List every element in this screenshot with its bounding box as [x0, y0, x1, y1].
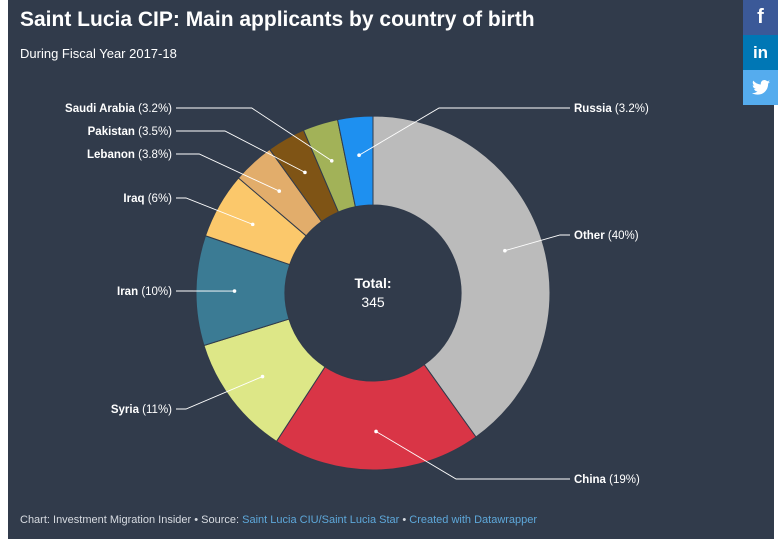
slice-other[interactable]	[372, 115, 551, 438]
slice-label-iraq: Iraq (6%)	[123, 193, 172, 205]
slice-label-russia: Russia (3.2%)	[574, 103, 649, 115]
slice-label-lebanon: Lebanon (3.8%)	[87, 149, 172, 161]
slice-label-pakistan: Pakistan (3.5%)	[88, 126, 173, 138]
leader-line-other	[504, 234, 570, 252]
footer-separator: •	[194, 514, 199, 526]
leader-dot-lebanon	[277, 189, 282, 193]
leader-line-syria	[176, 376, 263, 410]
twitter-icon	[751, 80, 770, 95]
leader-line-iraq	[176, 197, 253, 225]
leader-line-china	[375, 431, 570, 480]
linkedin-share-button[interactable]: in	[743, 35, 778, 70]
facebook-icon: f	[757, 6, 764, 28]
source-link[interactable]: Saint Lucia CIU/Saint Lucia Star	[242, 514, 400, 526]
slice-label-saudi-arabia: Saudi Arabia (3.2%)	[65, 103, 172, 115]
slice-russia[interactable]	[336, 115, 374, 208]
leader-dot-russia	[357, 153, 361, 158]
chart-subtitle: During Fiscal Year 2017-18	[20, 46, 177, 61]
leader-line-saudi-arabia	[176, 107, 332, 162]
twitter-share-button[interactable]	[743, 70, 778, 105]
leader-dot-china	[374, 429, 378, 434]
slice-label-syria: Syria (11%)	[111, 404, 172, 416]
chart-credit: Chart: Investment Migration Insider	[20, 514, 192, 526]
slice-china[interactable]	[275, 363, 477, 471]
donut-chart: Other (40%) China (19%) Syria (11%) Iran (1…	[65, 103, 649, 486]
leader-dot-iraq	[250, 222, 255, 227]
chart-title: Saint Lucia CIP: Main applicants by coun…	[20, 8, 535, 31]
chart-card: Saint Lucia CIP: Main applicants by coun…	[8, 0, 774, 539]
leader-dot-iran	[232, 289, 237, 293]
footer-separator: •	[402, 514, 407, 526]
facebook-share-button[interactable]: f	[743, 0, 778, 35]
slice-label-iran: Iran (10%)	[117, 286, 172, 298]
leader-line-lebanon	[176, 153, 280, 192]
leader-dot-syria	[260, 374, 265, 379]
linkedin-icon: in	[752, 42, 769, 62]
leader-dot-saudi-arabia	[329, 158, 334, 163]
leader-line-pakistan	[176, 130, 306, 173]
center-value: 345	[361, 294, 385, 310]
leader-line-russia	[358, 107, 570, 156]
leader-dot-other	[503, 248, 507, 253]
slice-label-china: China (19%)	[574, 474, 640, 486]
datawrapper-link[interactable]: Created with Datawrapper	[409, 514, 538, 526]
source-label: Source:	[201, 514, 240, 526]
leader-dot-pakistan	[303, 170, 307, 175]
slice-label-other: Other (40%)	[574, 230, 639, 242]
center-label: Total:	[354, 275, 391, 291]
chart-footer: Chart: Investment Migration Insider • So…	[20, 514, 537, 526]
